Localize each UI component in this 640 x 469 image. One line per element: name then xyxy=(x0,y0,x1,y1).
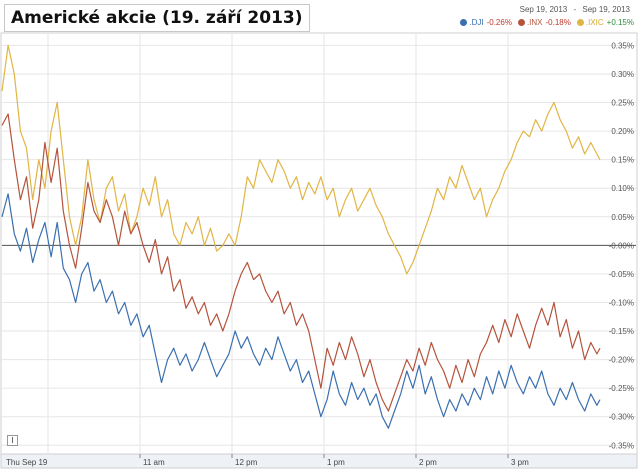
y-tick-label: 0.10% xyxy=(611,184,634,193)
gridlines xyxy=(0,32,638,455)
reset-zoom-button[interactable]: I xyxy=(7,435,18,446)
legend-item-dji[interactable]: .DJI -0.26% xyxy=(460,18,512,27)
series-line-inx xyxy=(1,113,601,412)
y-tick-label: -0.15% xyxy=(609,327,634,336)
y-tick-label: -0.10% xyxy=(609,298,634,307)
y-tick-label: -0.00% xyxy=(609,241,634,250)
series-line-dji xyxy=(1,193,601,429)
y-tick-label: 0.15% xyxy=(611,156,634,165)
title-box: Americké akcie (19. září 2013) xyxy=(4,4,310,32)
legend-change: -0.18% xyxy=(545,18,571,27)
chart-title: Americké akcie (19. září 2013) xyxy=(11,8,303,28)
y-tick-label: -0.25% xyxy=(609,384,634,393)
legend-label: .IXIC xyxy=(585,18,604,27)
series-lines xyxy=(1,44,601,429)
x-axis-strip xyxy=(0,453,638,469)
y-tick-label: -0.30% xyxy=(609,413,634,422)
date-range: Sep 19, 2013 - Sep 19, 2013 xyxy=(518,5,632,14)
y-tick-label: 0.20% xyxy=(611,127,634,136)
x-tick-label: 12 pm xyxy=(235,458,258,467)
legend-item-ixic[interactable]: .IXIC +0.15% xyxy=(576,18,634,27)
y-tick-label: 0.25% xyxy=(611,99,634,108)
legend-dot-icon xyxy=(460,19,468,26)
y-tick-label: -0.20% xyxy=(609,356,634,365)
y-tick-label: 0.35% xyxy=(611,41,634,50)
date-to: Sep 19, 2013 xyxy=(582,5,630,14)
legend-dot-icon xyxy=(517,19,525,26)
y-tick-label: -0.05% xyxy=(609,270,634,279)
y-tick-label: 0.05% xyxy=(611,213,634,222)
x-axis: Thu Sep 19 11 am 12 pm 1 pm 2 pm 3 pm xyxy=(0,453,638,469)
legend-label: .INX xyxy=(526,18,543,27)
x-tick-label: 2 pm xyxy=(419,458,437,467)
legend-dot-icon xyxy=(576,19,584,26)
x-tick-label: Thu Sep 19 xyxy=(6,458,48,467)
y-axis-ticks: 0.35% 0.30% 0.25% 0.20% 0.15% 0.10% 0.05% -0.00… xyxy=(609,41,634,450)
x-tick-label: 1 pm xyxy=(327,458,345,467)
date-from: Sep 19, 2013 xyxy=(519,5,568,14)
legend-change: +0.15% xyxy=(606,18,634,27)
legend: .DJI -0.26% .INX -0.18% .IXIC +0.15% xyxy=(460,18,634,27)
legend-label: .DJI xyxy=(469,18,484,27)
x-tick-label: 11 am xyxy=(143,458,165,467)
y-tick-label: -0.35% xyxy=(609,441,634,450)
x-tick-label: 3 pm xyxy=(511,458,529,467)
plot-frame xyxy=(0,32,638,455)
series-line-ixic xyxy=(1,44,601,275)
date-separator: - xyxy=(573,5,577,14)
legend-item-inx[interactable]: .INX -0.18% xyxy=(517,18,571,27)
y-tick-label: 0.30% xyxy=(611,70,634,79)
legend-change: -0.26% xyxy=(486,18,512,27)
